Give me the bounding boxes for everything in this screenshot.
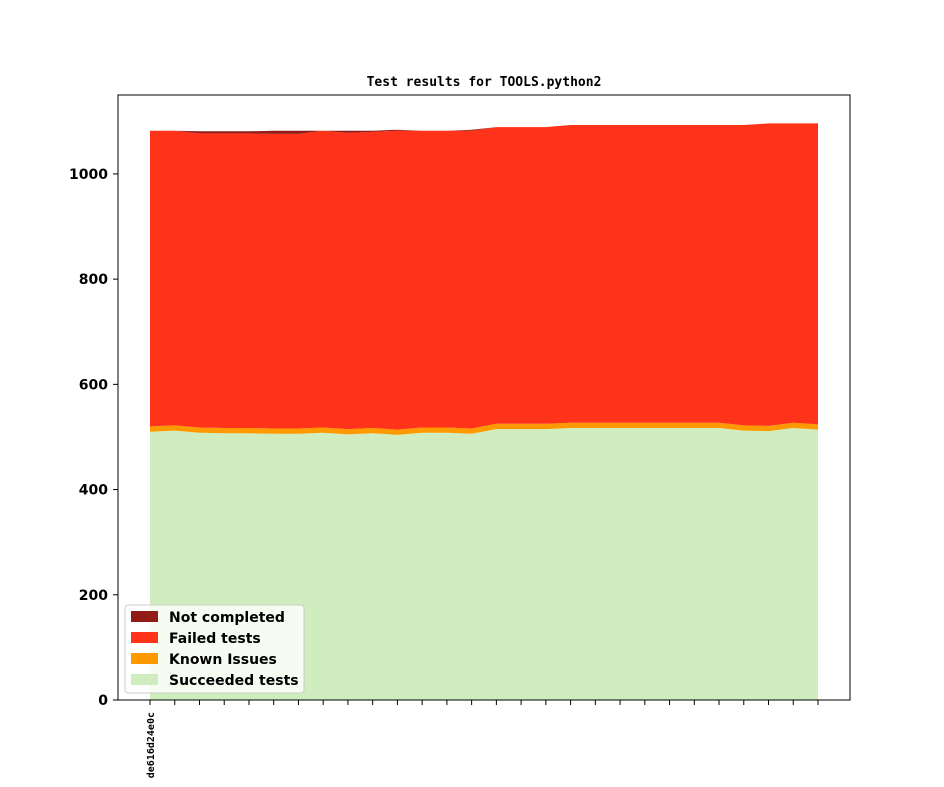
- x-axis: de616d24e0c: [146, 700, 819, 778]
- y-tick-label: 1000: [69, 167, 108, 183]
- legend-label-failed-tests: Failed tests: [169, 631, 261, 647]
- y-tick-label: 200: [79, 588, 108, 604]
- legend-label-not-completed: Not completed: [169, 610, 285, 626]
- legend-label-succeeded-tests: Succeeded tests: [169, 673, 299, 689]
- y-tick-label: 0: [98, 693, 108, 709]
- area-known-issues: [150, 422, 818, 435]
- area-series-group: [150, 123, 818, 700]
- legend-swatch-not-completed: [131, 611, 158, 622]
- y-tick-label: 800: [79, 272, 108, 288]
- area-succeeded-tests: [150, 428, 818, 700]
- x-tick-label: de616d24e0c: [146, 712, 157, 778]
- y-tick-label: 400: [79, 483, 108, 499]
- area-failed-tests: [150, 123, 818, 430]
- chart-title: Test results for TOOLS.python2: [367, 75, 602, 90]
- plot-frame: [117, 94, 851, 701]
- legend: Not completed Failed tests Known Issues Suc…: [124, 604, 305, 694]
- y-tick-label: 600: [79, 377, 108, 393]
- y-axis: 0 200 400 600 800 1000: [69, 167, 118, 709]
- legend-swatch-succeeded-tests: [131, 674, 158, 685]
- legend-box: [124, 604, 305, 694]
- legend-label-known-issues: Known Issues: [169, 652, 277, 668]
- area-not-completed: [150, 123, 818, 134]
- legend-swatch-known-issues: [131, 653, 158, 664]
- legend-swatch-failed-tests: [131, 632, 158, 643]
